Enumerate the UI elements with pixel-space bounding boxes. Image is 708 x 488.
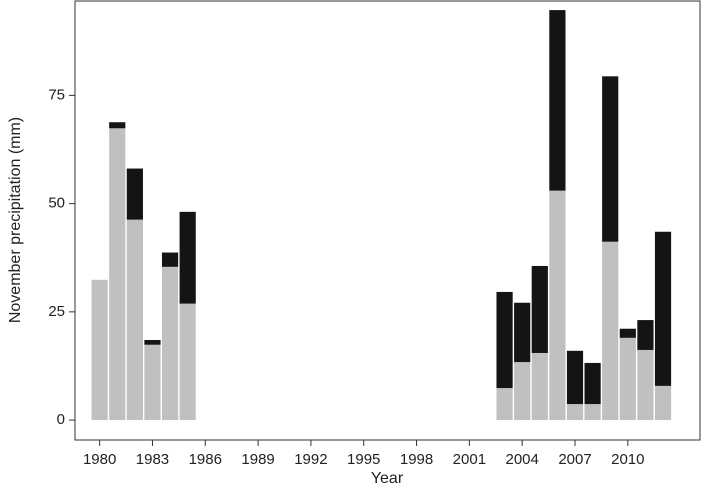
x-axis-label: Year (371, 470, 404, 487)
bar-segment (179, 211, 196, 304)
bar-segment (496, 388, 513, 421)
bar-segment (584, 404, 601, 421)
y-tick-label: 50 (48, 195, 65, 212)
bar-segment (514, 302, 531, 363)
bar-segment (109, 128, 126, 421)
y-tick-label: 0 (57, 411, 65, 428)
bar-segment (584, 362, 601, 405)
bar-segment (549, 10, 566, 191)
bar-segment (179, 303, 196, 421)
bar-segment (566, 350, 584, 405)
y-tick-label: 25 (48, 303, 65, 320)
x-tick-label: 1989 (241, 451, 274, 468)
bar-segment (654, 385, 672, 421)
bar-segment (619, 337, 636, 421)
bar-segment (549, 190, 566, 421)
x-tick-label: 1992 (294, 451, 327, 468)
bar-segment (144, 339, 161, 345)
bar-segment (654, 231, 672, 386)
y-tick-label: 75 (48, 86, 65, 103)
x-tick-label: 2010 (611, 451, 644, 468)
bar-segment (531, 265, 548, 353)
x-tick-label: 1995 (347, 451, 380, 468)
x-tick-label: 2001 (453, 451, 486, 468)
plot-frame (74, 0, 701, 441)
x-tick-label: 2004 (505, 451, 538, 468)
bar-segment (531, 352, 548, 421)
bar-segment (144, 344, 161, 421)
y-axis-label: November precipitation (mm) (7, 117, 24, 323)
bar-segment (637, 349, 654, 421)
bar-segment (109, 122, 126, 129)
bar-segment (161, 252, 179, 267)
bar-segment (91, 279, 108, 421)
x-tick-label: 1983 (136, 451, 169, 468)
bar-segment (566, 404, 584, 421)
x-tick-label: 1998 (400, 451, 433, 468)
bar-segment (619, 328, 636, 338)
bar-segment (126, 168, 143, 220)
bar-segment (161, 266, 179, 421)
bar-segment (126, 219, 143, 421)
x-tick-label: 1980 (83, 451, 116, 468)
bar-segment (602, 241, 619, 421)
bar-segment (602, 76, 619, 242)
bar-segment (496, 291, 513, 389)
bar-segment (514, 362, 531, 421)
x-tick-label: 2007 (558, 451, 591, 468)
x-tick-label: 1986 (189, 451, 222, 468)
bar-segment (637, 320, 654, 350)
